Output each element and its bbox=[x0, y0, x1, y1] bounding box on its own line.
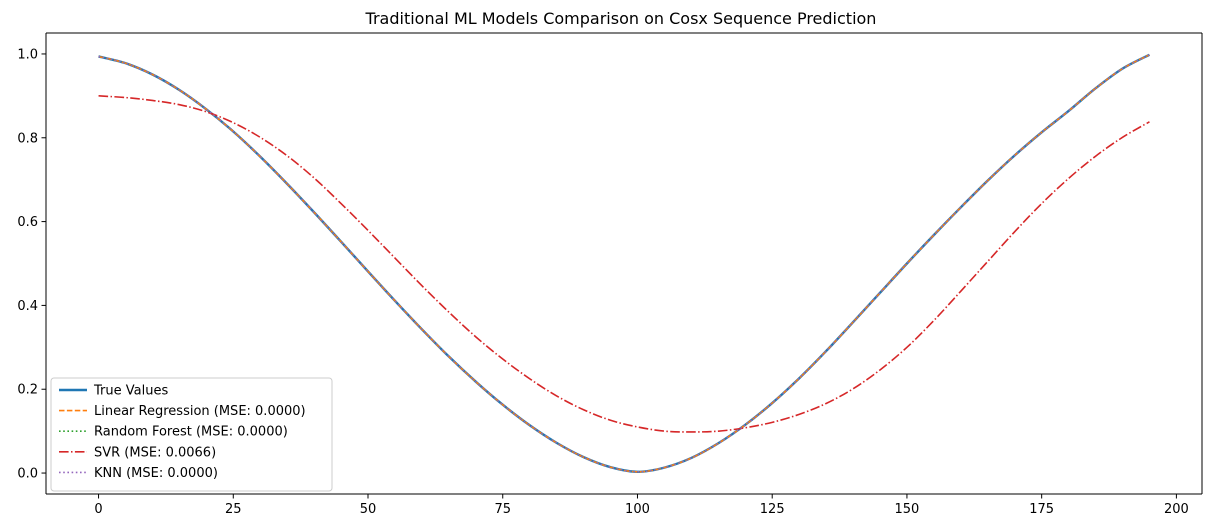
y-tick-label: 0.6 bbox=[17, 215, 38, 230]
x-tick-label: 50 bbox=[360, 502, 377, 517]
y-tick-label: 0.0 bbox=[17, 467, 38, 482]
axes-layer: 0 25 50 75 100 125 150 175 200 0.0 0.2 0.4 0.6 0.8 1.0 bbox=[17, 32, 1203, 517]
legend-label: SVR (MSE: 0.0066) bbox=[94, 445, 216, 460]
series-group bbox=[98, 53, 1150, 473]
legend-label: KNN (MSE: 0.0000) bbox=[94, 466, 218, 481]
x-tick-label: 0 bbox=[94, 502, 102, 517]
legend: True Values Linear Regression (MSE: 0.000… bbox=[50, 377, 333, 492]
x-tick-label: 175 bbox=[1029, 502, 1054, 517]
x-tick-label: 100 bbox=[625, 502, 650, 517]
series-line-svr bbox=[98, 95, 1150, 433]
x-tick-label: 25 bbox=[225, 502, 242, 517]
y-tick-label: 0.4 bbox=[17, 299, 38, 314]
x-tick-label: 75 bbox=[494, 502, 511, 517]
x-tick-label: 200 bbox=[1164, 502, 1189, 517]
series-line-linear bbox=[98, 54, 1150, 473]
legend-box bbox=[50, 377, 333, 492]
x-tick-label: 125 bbox=[760, 502, 785, 517]
y-tick-label: 1.0 bbox=[17, 47, 38, 62]
x-tick-label: 150 bbox=[895, 502, 920, 517]
plot-layer bbox=[98, 53, 1150, 473]
y-tick-label: 0.2 bbox=[17, 383, 38, 398]
chart-title: Traditional ML Models Comparison on Cosx… bbox=[365, 9, 877, 28]
legend-label: Random Forest (MSE: 0.0000) bbox=[94, 425, 288, 440]
y-tick-label: 0.8 bbox=[17, 131, 38, 146]
legend-label: Linear Regression (MSE: 0.0000) bbox=[94, 404, 306, 419]
legend-label: True Values bbox=[93, 384, 168, 399]
